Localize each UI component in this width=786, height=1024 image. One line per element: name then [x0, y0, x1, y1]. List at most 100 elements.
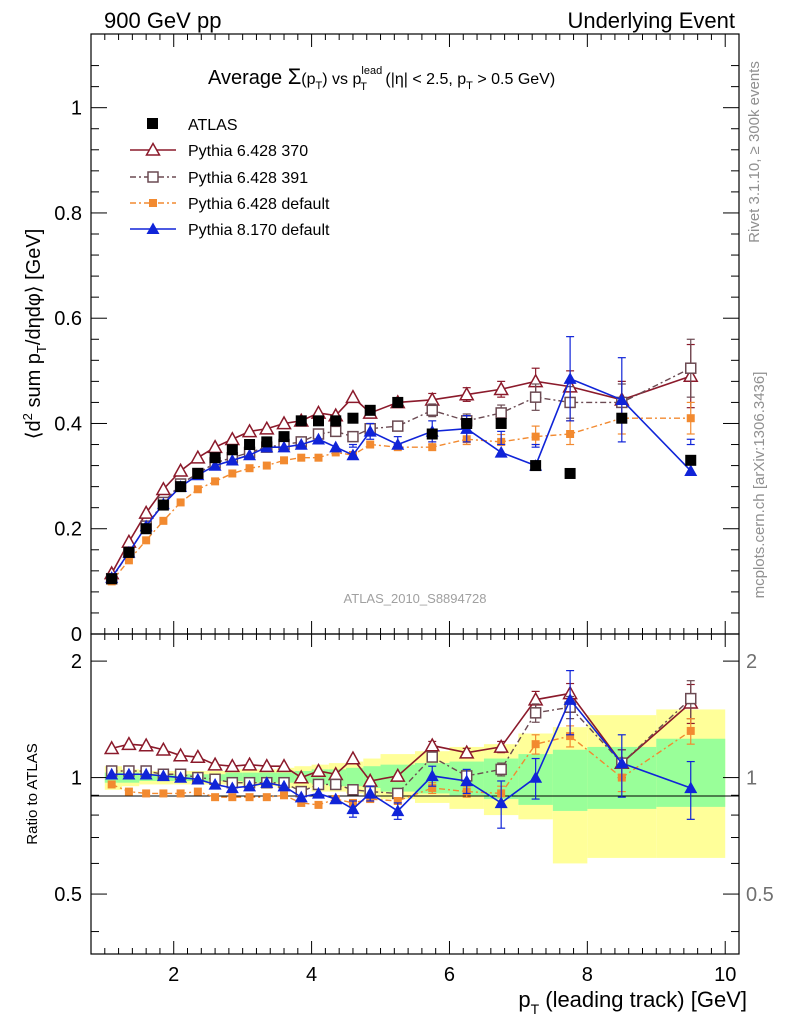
- title-paren-open: (p: [301, 71, 315, 88]
- point-py8: [563, 693, 577, 705]
- point-py370: [224, 431, 241, 446]
- point-py8: [311, 786, 325, 799]
- bottom-panel-frame: [90, 633, 740, 955]
- header-left: 900 GeV pp: [104, 8, 221, 33]
- point-atlas: [261, 436, 273, 448]
- title-cond-sub: T: [466, 80, 473, 92]
- title-prefix: Average: [208, 67, 288, 89]
- point-pydef: [428, 443, 437, 452]
- y-tick-label: 0.5: [54, 884, 82, 906]
- ylabel-a: ⟨d: [23, 420, 45, 439]
- point-py8: [105, 767, 119, 780]
- point-atlas: [226, 444, 238, 456]
- point-py391: [426, 404, 438, 417]
- point-py370: [155, 741, 172, 756]
- point-py8: [329, 792, 343, 805]
- x-tick-label: 8: [582, 964, 593, 986]
- point-py8: [684, 464, 698, 477]
- point-py370: [224, 758, 241, 773]
- point-py391: [426, 751, 438, 763]
- bottom-panel-series: [103, 670, 699, 829]
- point-py370: [259, 758, 275, 773]
- legend-label-py370: Pythia 6.428 370: [188, 143, 308, 160]
- point-py391: [392, 420, 404, 432]
- point-pydef: [176, 789, 185, 798]
- point-atlas: [364, 404, 376, 416]
- legend: ATLAS Pythia 6.428 370 Pythia 6.428 391 …: [130, 117, 330, 239]
- point-atlas: [295, 415, 307, 427]
- point-py8: [684, 781, 698, 794]
- point-py8: [225, 781, 239, 794]
- point-py8: [174, 771, 188, 783]
- point-atlas: [530, 460, 542, 472]
- point-py8: [460, 774, 474, 787]
- y-tick-label-right: 2: [746, 651, 757, 673]
- series-line-pydef: [111, 730, 692, 806]
- point-py8: [346, 802, 360, 815]
- point-py391: [329, 778, 342, 791]
- point-py8: [208, 459, 222, 471]
- title-cond1: (|η| < 2.5, p: [381, 71, 466, 88]
- point-py8: [225, 453, 239, 466]
- point-atlas: [495, 417, 507, 429]
- title-sigma: Σ: [288, 64, 302, 89]
- y-tick-label: 0: [71, 624, 82, 646]
- series-py8: [105, 670, 698, 829]
- point-py8: [294, 438, 308, 450]
- point-pydef: [297, 798, 306, 807]
- point-py370: [155, 481, 172, 496]
- point-py370: [389, 767, 406, 782]
- point-pydef: [228, 469, 237, 478]
- point-py391: [529, 391, 542, 403]
- y-tick-label: 0.8: [54, 203, 82, 225]
- point-atlas: [278, 431, 290, 443]
- point-pydef: [262, 793, 271, 802]
- legend-marker-pydef: [149, 199, 157, 207]
- point-pydef: [211, 477, 220, 486]
- point-py370: [138, 504, 154, 519]
- point-py391: [495, 763, 507, 776]
- point-py8: [277, 779, 291, 792]
- point-atlas: [616, 412, 628, 424]
- point-py370: [103, 740, 120, 755]
- point-atlas: [392, 396, 404, 408]
- point-py8: [615, 393, 629, 405]
- side-label-rivet: Rivet 3.1.10, ≥ 300k events: [746, 61, 763, 243]
- point-atlas: [426, 428, 438, 440]
- legend-entry-py370: Pythia 6.428 370: [130, 141, 308, 160]
- legend-marker-py8: [146, 222, 160, 234]
- point-py370: [207, 439, 223, 454]
- point-py370: [310, 762, 327, 777]
- y-tick-label: 2: [71, 651, 82, 673]
- point-pydef: [314, 453, 323, 462]
- legend-label-pydef: Pythia 6.428 default: [188, 196, 330, 213]
- x-tick-label: 6: [444, 964, 455, 986]
- top-panel-series: [103, 336, 699, 586]
- point-atlas: [347, 412, 359, 424]
- legend-label-py391: Pythia 6.428 391: [188, 170, 308, 187]
- legend-entry-pydef: Pythia 6.428 default: [130, 196, 330, 213]
- ylabel-a-sup: 2: [20, 413, 35, 420]
- point-py8: [139, 767, 153, 780]
- point-py370: [121, 736, 137, 751]
- band-green-bin: [225, 772, 243, 781]
- point-atlas: [106, 573, 118, 585]
- point-py8: [494, 445, 508, 458]
- point-py370: [259, 420, 275, 435]
- title-vs: vs p: [328, 71, 362, 88]
- point-atlas: [330, 415, 342, 427]
- point-py8: [346, 448, 360, 461]
- title-cond2: > 0.5 GeV): [473, 71, 555, 88]
- point-py370: [458, 386, 475, 401]
- point-py8: [156, 769, 170, 782]
- legend-marker-atlas: [147, 118, 158, 129]
- point-pydef: [245, 464, 254, 473]
- point-atlas: [157, 499, 169, 511]
- y-tick-label: 1: [71, 98, 82, 120]
- point-py8: [563, 372, 577, 384]
- point-py391: [495, 407, 507, 419]
- point-py8: [391, 804, 405, 817]
- point-atlas: [564, 467, 576, 479]
- point-py370: [207, 756, 223, 771]
